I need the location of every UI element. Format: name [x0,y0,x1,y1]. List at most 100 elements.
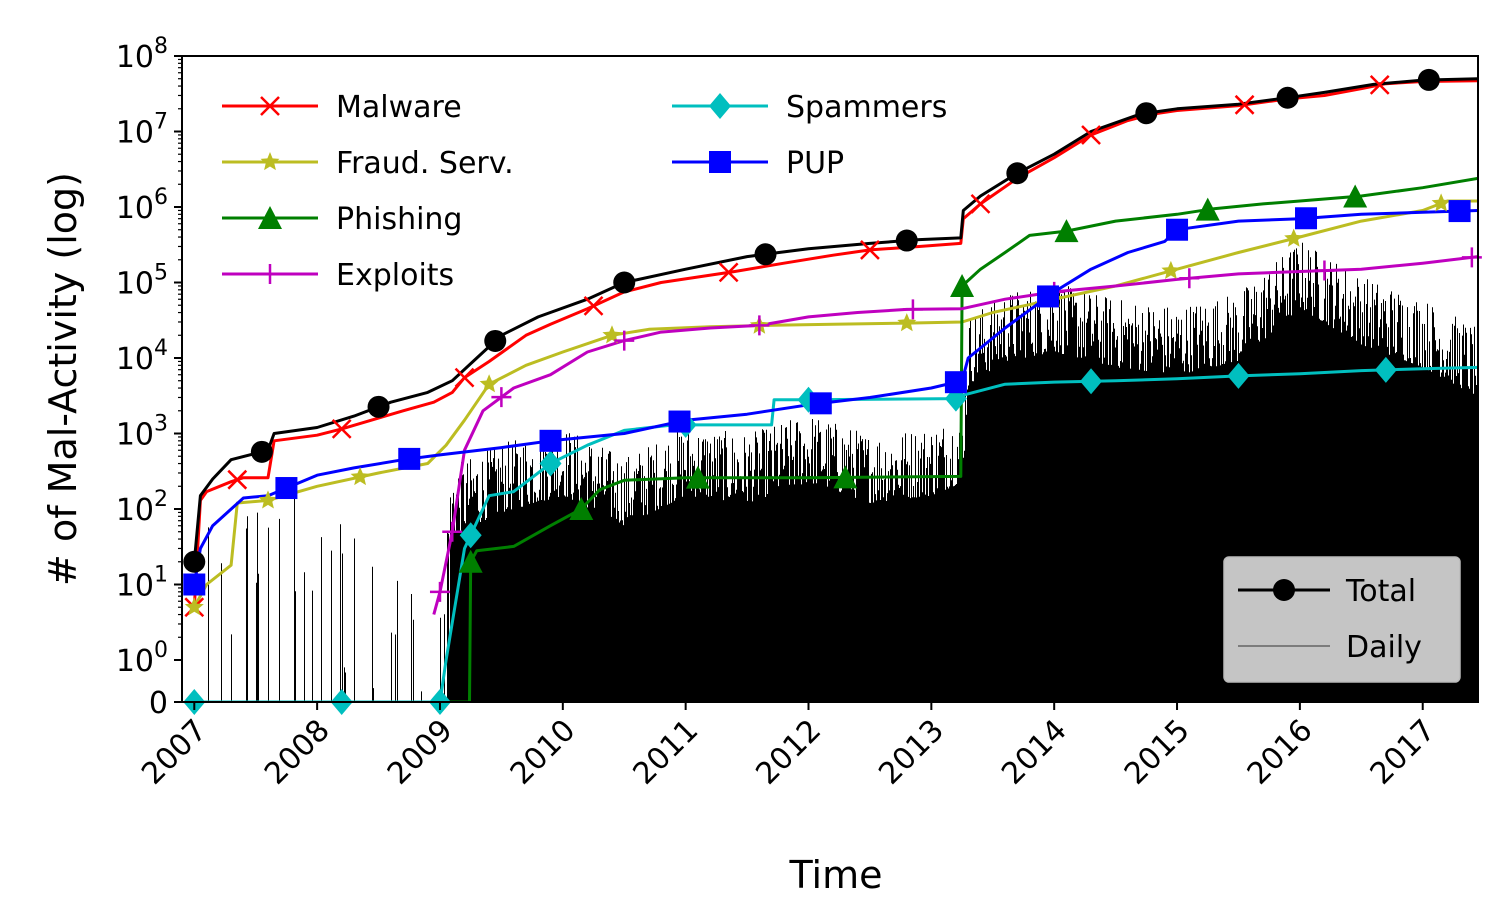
marker-fraud-serv [1431,193,1451,212]
marker-pup [809,392,832,415]
marker-pup [398,447,421,470]
marker-spammers [1374,356,1397,383]
marker-exploits [1179,268,1200,289]
marker-fraud-serv [184,597,204,616]
marker-malware [1369,75,1390,95]
x-axis-title: Time [789,853,883,897]
marker-pup [275,477,298,500]
marker-total [250,440,273,463]
legend-item-pup: PUP [672,146,844,181]
marker-phishing [1054,219,1079,243]
daily-bars [208,242,1478,702]
marker-fraud-serv [1161,260,1181,279]
marker-spammers [539,450,562,477]
legend-item-malware: Malware [222,90,462,125]
marker-total [367,395,390,418]
marker-total [183,550,206,573]
series-markers [183,68,1482,715]
marker-total [1006,162,1029,185]
marker-malware [1234,94,1255,115]
marker-pup [539,429,562,452]
y-tick-label: 104 [116,336,168,377]
legend-marker [258,206,282,229]
marker-spammers [1080,368,1103,395]
legend-item-daily: Daily [1238,630,1422,665]
marker-phishing [1195,197,1220,221]
series-line-malware [192,79,1478,608]
marker-total [484,329,507,352]
legend-label: Malware [336,90,462,125]
marker-total [895,229,918,252]
legend-secondary: Total Daily [1223,556,1461,683]
legend-label: Exploits [336,258,454,293]
legend-marker [260,264,280,284]
marker-exploits [1314,260,1335,281]
marker-pup [1037,285,1060,308]
legend-item-total: Total [1238,574,1416,609]
daily-bars-path [208,242,1478,702]
y-tick-label: 106 [116,185,168,226]
marker-phishing [833,465,858,489]
marker-pup [1166,218,1189,241]
legend-label: Daily [1346,630,1422,665]
series-line-fraud-serv [192,199,1478,608]
marker-fraud-serv [258,490,278,509]
marker-exploits [491,387,512,408]
marker-phishing [1343,184,1368,208]
marker-malware [331,419,352,439]
marker-total [613,271,636,294]
legend-item-phishing: Phishing [222,202,462,237]
marker-exploits [442,521,463,542]
marker-pup [944,371,967,394]
legend-marker [260,96,280,116]
marker-malware [970,193,991,214]
marker-malware [583,296,604,316]
marker-fraud-serv [602,325,622,344]
y-tick-label: 105 [116,261,168,302]
y-tick-label: 102 [116,487,168,528]
marker-pup [1295,207,1318,230]
marker-total [754,243,777,266]
marker-exploits [429,581,450,602]
marker-malware [860,240,880,260]
marker-spammers [1227,362,1250,389]
marker-phishing [569,497,594,520]
marker-pup [183,573,206,596]
marker-malware [454,367,475,388]
marker-pup [1448,200,1471,223]
legend-marker [709,151,731,173]
y-tick-label: 0 [149,686,168,721]
marker-exploits [902,299,923,320]
legend-marker [260,152,280,171]
marker-exploits [749,315,770,336]
y-tick-label: 103 [116,412,168,453]
legend-secondary-box [1223,556,1461,683]
y-tick-label: 107 [116,110,168,151]
marker-fraud-serv [897,313,917,332]
series-line-exploits [432,255,1478,615]
marker-fraud-serv [350,467,370,486]
y-tick-label: 108 [116,34,168,75]
legend-label: Total [1345,574,1416,609]
legend-label: PUP [786,146,844,181]
legend-main: Malware Fraud. Serv. Phishing Exploits Spamm… [222,90,947,293]
marker-exploits [614,330,635,351]
marker-total [1135,102,1158,125]
legend-item-spammers: Spammers [672,90,947,125]
y-tick-label: 101 [116,563,168,604]
legend-label: Spammers [786,90,947,125]
marker-spammers [459,522,482,549]
marker-fraud-serv [479,374,499,393]
marker-pup [668,410,691,433]
series-line-total [192,77,1478,562]
marker-total [1417,68,1440,91]
legend-label: Phishing [336,202,462,237]
y-axis-title: # of Mal-Activity (log) [41,172,85,586]
legend-item-exploits: Exploits [222,258,454,293]
marker-phishing [950,273,975,297]
plot-frame [181,55,1479,703]
marker-phishing [685,465,710,489]
marker-malware [1081,125,1101,145]
legend-marker [709,93,731,119]
